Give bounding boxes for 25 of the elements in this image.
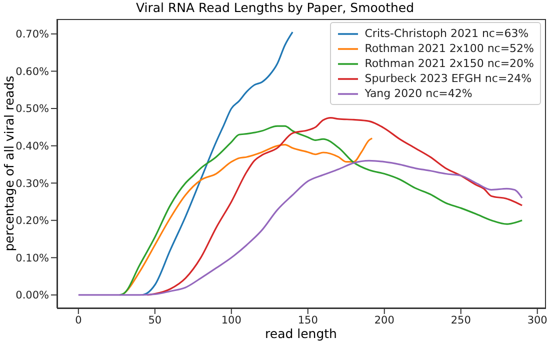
y-tick-label: 0.00% [16, 290, 50, 302]
legend-label: Spurbeck 2023 EFGH nc=24% [364, 71, 532, 86]
y-tick-label: 0.10% [16, 252, 50, 264]
x-tick-label: 0 [75, 314, 82, 326]
y-tick-label: 0.30% [16, 178, 50, 190]
y-tick-label: 0.20% [16, 215, 50, 228]
x-tick-label: 100 [221, 314, 242, 326]
line-series [78, 160, 523, 296]
chart-title: Viral RNA Read Lengths by Paper, Smoothed [134, 0, 416, 15]
x-tick-label: 250 [450, 314, 471, 326]
legend-label: Rothman 2021 2x100 nc=52% [364, 41, 534, 56]
y-tick-label: 0.40% [16, 140, 50, 153]
y-tick-label: 0.70% [16, 28, 50, 41]
x-tick-label: 150 [298, 314, 318, 326]
legend-label: Yang 2020 nc=42% [364, 86, 472, 101]
y-tick-label: 0.50% [16, 103, 50, 116]
legend-label: Crits-Christoph 2021 nc=63% [364, 26, 529, 41]
x-axis-title: read length [265, 326, 337, 341]
legend-label: Rothman 2021 2x150 nc=20% [364, 56, 534, 71]
x-tick-label: 200 [374, 314, 394, 326]
x-tick-label: 300 [527, 314, 548, 326]
y-axis-title: percentage of all viral reads [1, 76, 16, 252]
line-series [142, 31, 294, 296]
y-tick-label: 0.60% [16, 66, 50, 78]
x-tick-label: 50 [148, 314, 162, 326]
